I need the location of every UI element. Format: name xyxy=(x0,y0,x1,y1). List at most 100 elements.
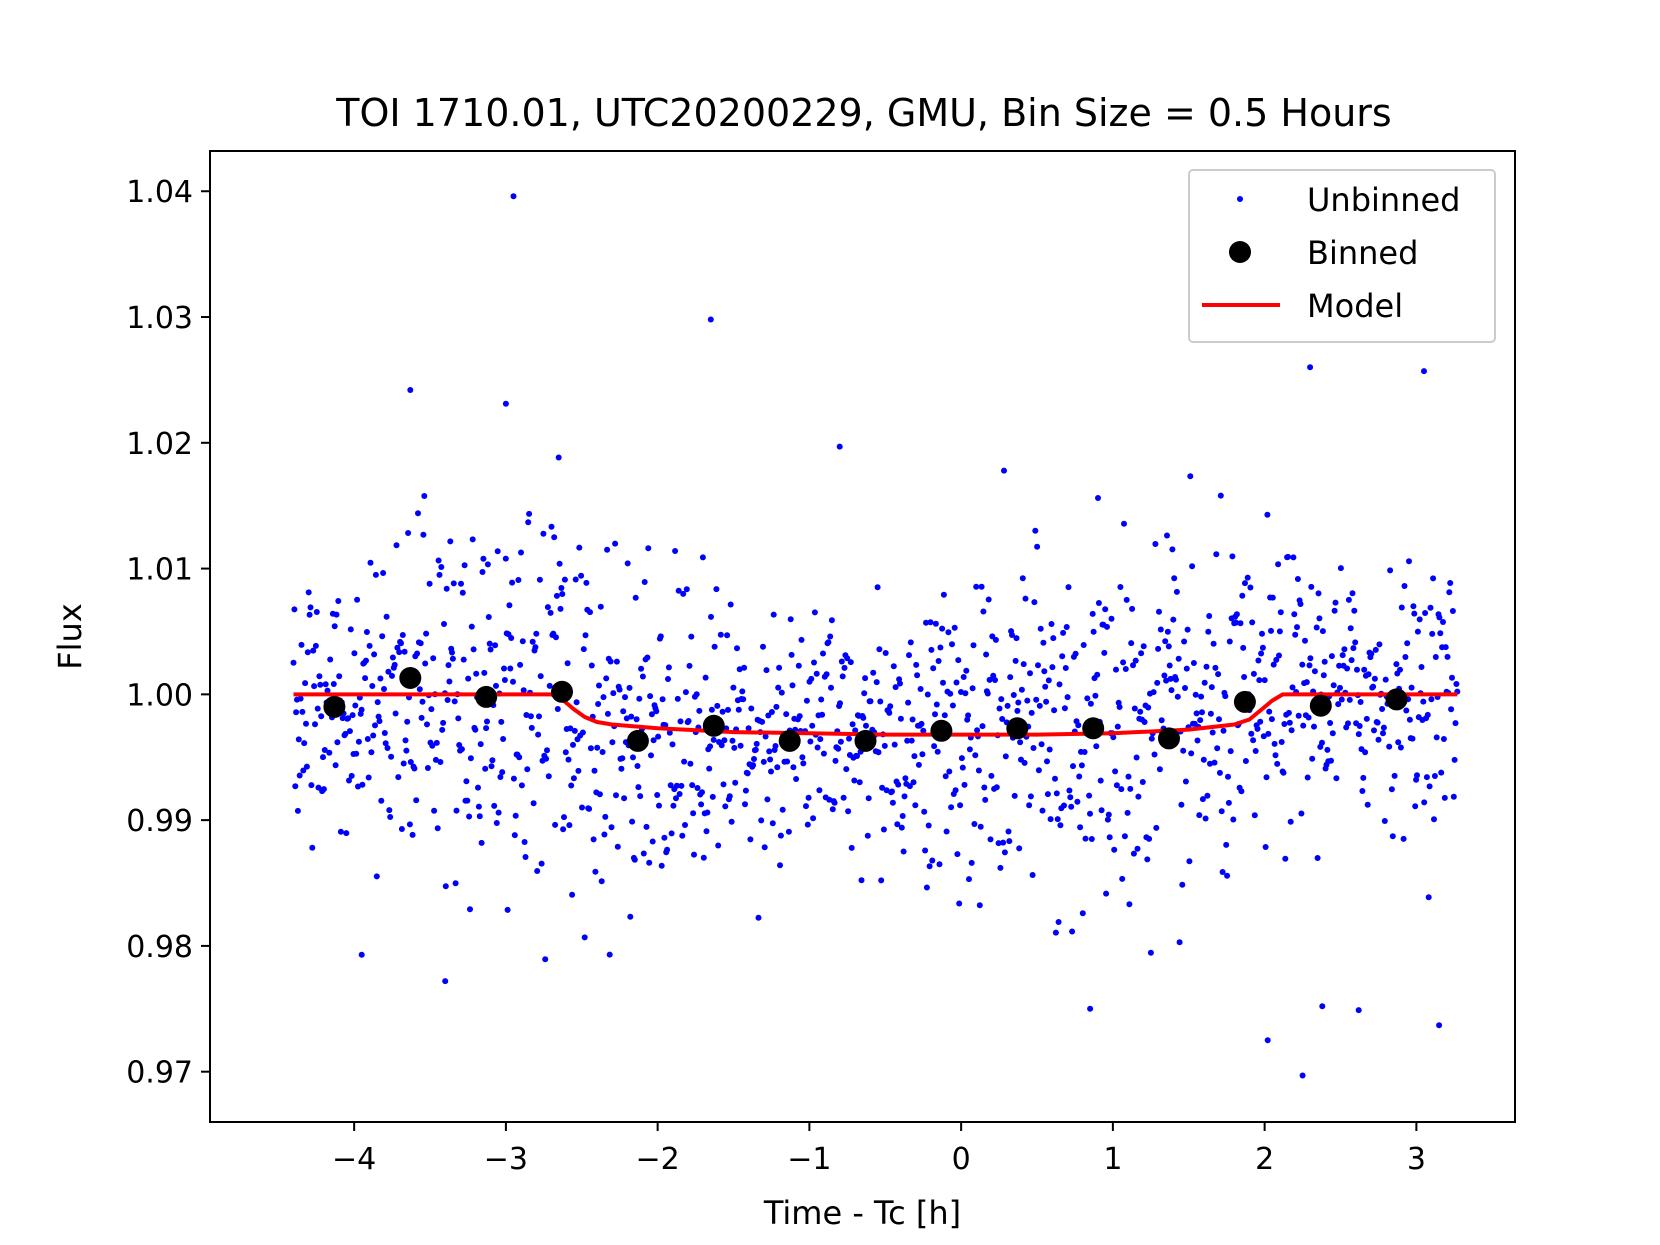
unbinned-point xyxy=(899,813,906,819)
unbinned-point xyxy=(1126,901,1133,908)
unbinned-point xyxy=(1422,610,1429,616)
unbinned-point xyxy=(742,801,748,808)
unbinned-point xyxy=(1357,699,1364,705)
unbinned-point xyxy=(1037,625,1044,632)
unbinned-point xyxy=(846,735,852,742)
unbinned-point xyxy=(1427,604,1434,611)
unbinned-point xyxy=(419,698,426,705)
unbinned-point xyxy=(547,609,554,616)
unbinned-point xyxy=(776,664,783,671)
unbinned-point xyxy=(1339,652,1346,659)
unbinned-point xyxy=(377,675,384,682)
unbinned-point xyxy=(873,679,880,686)
unbinned-point xyxy=(423,630,430,637)
unbinned-point xyxy=(924,691,931,698)
unbinned-point xyxy=(1319,739,1325,746)
unbinned-point xyxy=(835,745,842,752)
unbinned-point xyxy=(1016,845,1023,852)
unbinned-point xyxy=(1281,721,1288,727)
unbinned-point xyxy=(1040,639,1047,646)
unbinned-point xyxy=(691,851,697,858)
unbinned-point xyxy=(595,701,602,707)
unbinned-point xyxy=(1035,662,1041,669)
unbinned-point xyxy=(436,571,443,578)
unbinned-point xyxy=(953,679,960,686)
unbinned-point xyxy=(590,836,597,843)
unbinned-point xyxy=(696,707,703,714)
unbinned-point xyxy=(984,690,991,697)
unbinned-point xyxy=(1066,787,1073,794)
unbinned-point xyxy=(1451,756,1458,763)
unbinned-point xyxy=(1453,681,1460,687)
unbinned-point xyxy=(710,736,717,743)
unbinned-point xyxy=(1201,679,1208,686)
unbinned-point xyxy=(661,834,668,841)
unbinned-point xyxy=(1294,624,1300,631)
unbinned-point xyxy=(631,856,638,863)
unbinned-point xyxy=(1079,910,1086,917)
unbinned-point xyxy=(909,716,916,723)
unbinned-point xyxy=(1076,773,1083,780)
unbinned-point xyxy=(1148,735,1155,742)
unbinned-point xyxy=(516,754,523,761)
unbinned-point xyxy=(674,695,681,702)
x-tick-label: 2 xyxy=(1255,1142,1274,1177)
unbinned-point xyxy=(1315,590,1322,597)
unbinned-point xyxy=(578,572,585,579)
unbinned-point xyxy=(993,784,1000,791)
unbinned-point xyxy=(573,699,580,706)
unbinned-point xyxy=(565,756,572,763)
unbinned-point xyxy=(1007,674,1014,681)
unbinned-point xyxy=(655,733,662,740)
unbinned-point xyxy=(752,746,759,753)
unbinned-point xyxy=(604,710,611,717)
unbinned-point xyxy=(1170,616,1177,623)
unbinned-point xyxy=(1164,532,1170,539)
unbinned-point xyxy=(1328,757,1334,764)
unbinned-point xyxy=(1087,1005,1094,1012)
unbinned-point xyxy=(1444,653,1451,660)
unbinned-point xyxy=(316,673,323,680)
unbinned-point xyxy=(1288,727,1295,734)
unbinned-point xyxy=(827,633,834,640)
unbinned-point xyxy=(1183,665,1190,672)
unbinned-point xyxy=(587,609,593,616)
unbinned-point xyxy=(825,639,832,646)
unbinned-point xyxy=(444,697,451,703)
unbinned-point xyxy=(1145,704,1152,711)
unbinned-point xyxy=(911,753,918,760)
unbinned-point xyxy=(1240,644,1247,651)
unbinned-point xyxy=(467,755,474,762)
unbinned-point xyxy=(618,765,625,772)
unbinned-point xyxy=(417,640,424,647)
unbinned-point xyxy=(919,751,926,758)
unbinned-point xyxy=(957,802,964,809)
unbinned-point xyxy=(603,675,610,682)
unbinned-point xyxy=(959,764,966,771)
unbinned-point xyxy=(576,544,583,551)
unbinned-point xyxy=(995,840,1002,847)
unbinned-point xyxy=(1447,580,1454,586)
unbinned-point xyxy=(1257,718,1264,725)
unbinned-point xyxy=(894,821,901,828)
unbinned-point xyxy=(895,781,902,788)
unbinned-point xyxy=(571,727,578,734)
unbinned-point xyxy=(1111,846,1118,853)
unbinned-point xyxy=(666,729,673,736)
unbinned-point xyxy=(570,775,577,782)
unbinned-point xyxy=(379,633,386,640)
unbinned-point xyxy=(551,534,558,541)
unbinned-point xyxy=(303,720,309,727)
unbinned-point xyxy=(1341,646,1348,653)
unbinned-point xyxy=(564,660,571,667)
binned-point xyxy=(626,729,649,752)
unbinned-point xyxy=(439,726,446,733)
unbinned-point xyxy=(544,747,550,754)
unbinned-point xyxy=(988,772,995,779)
binned-point xyxy=(1082,717,1105,740)
unbinned-point xyxy=(759,718,766,725)
unbinned-point xyxy=(511,832,518,839)
unbinned-point xyxy=(1345,720,1351,727)
unbinned-point xyxy=(610,690,617,697)
unbinned-point xyxy=(1026,802,1033,809)
